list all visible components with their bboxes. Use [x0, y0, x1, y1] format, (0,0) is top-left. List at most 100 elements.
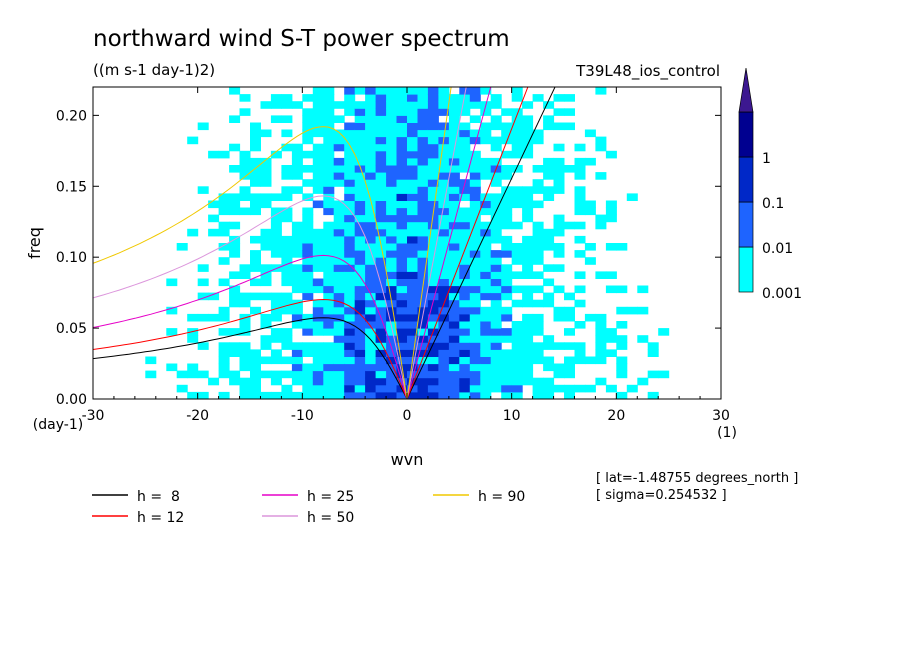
heatmap-cell	[448, 342, 460, 350]
heatmap-cell	[407, 349, 418, 357]
heatmap-cell	[323, 257, 335, 265]
heatmap-cell	[323, 243, 335, 251]
heatmap-cell	[511, 165, 523, 173]
heatmap-cell	[522, 207, 534, 216]
heatmap-cell	[511, 87, 523, 95]
heatmap-cell	[344, 143, 356, 152]
heatmap-cell	[427, 200, 439, 209]
heatmap-cell	[312, 235, 324, 244]
heatmap-cell	[386, 342, 398, 350]
heatmap-cell	[480, 172, 492, 180]
heatmap-cell	[312, 186, 324, 194]
heatmap-cell	[270, 335, 282, 343]
heatmap-cell	[522, 136, 534, 145]
heatmap-cell	[354, 207, 366, 216]
heatmap-cell	[281, 328, 293, 336]
heatmap-cell	[469, 313, 481, 322]
heatmap-cell	[312, 299, 324, 308]
colorbar-label: 0.1	[762, 196, 784, 212]
heatmap-cell	[647, 391, 659, 399]
colorbar-segment	[738, 156, 754, 203]
heatmap-cell	[396, 122, 408, 131]
heatmap-cell	[595, 221, 607, 230]
heatmap-cell	[532, 235, 544, 244]
heatmap-cell	[407, 335, 418, 343]
heatmap-cell	[333, 356, 345, 365]
heatmap-cell	[532, 94, 544, 102]
heatmap-cell	[312, 108, 324, 116]
heatmap-cell	[260, 228, 272, 237]
heatmap-cell	[218, 278, 230, 287]
heatmap-cell	[438, 250, 450, 258]
heatmap-cell	[480, 363, 492, 372]
heatmap-cell	[375, 221, 387, 230]
heatmap-cell	[229, 285, 241, 294]
heatmap-cell	[302, 321, 314, 329]
heatmap-cell	[396, 221, 408, 230]
heatmap-cell	[218, 150, 230, 159]
heatmap-cell	[490, 384, 502, 393]
heatmap-cell	[480, 278, 492, 287]
heatmap-cell	[365, 250, 377, 258]
heatmap-cell	[427, 143, 439, 152]
heatmap-cell	[354, 143, 366, 152]
heatmap-cell	[281, 186, 293, 194]
heatmap-cell	[480, 313, 492, 322]
heatmap-cell	[532, 377, 544, 386]
heatmap-cell	[532, 179, 544, 187]
heatmap-cell	[344, 101, 356, 109]
heatmap-cell	[365, 278, 377, 287]
heatmap-cell	[501, 306, 513, 315]
heatmap-cell	[448, 94, 460, 102]
heatmap-cell	[469, 186, 481, 194]
heatmap-cell	[323, 278, 335, 287]
heatmap-cell	[427, 335, 439, 343]
heatmap-cell	[438, 193, 450, 201]
heatmap-cell	[522, 115, 534, 123]
heatmap-cell	[354, 335, 366, 343]
heatmap-cell	[365, 221, 377, 230]
heatmap-cell	[229, 292, 241, 301]
heatmap-cell	[302, 391, 314, 399]
heatmap-cell	[270, 228, 282, 237]
heatmap-cell	[616, 335, 628, 343]
heatmap-cell	[333, 299, 345, 308]
heatmap-cell	[386, 377, 398, 386]
heatmap-cell	[605, 328, 617, 336]
heatmap-cell	[281, 193, 293, 201]
heatmap-cell	[438, 370, 450, 379]
heatmap-cell	[323, 250, 335, 258]
heatmap-cell	[616, 306, 628, 315]
heatmap-cell	[386, 115, 398, 123]
heatmap-cell	[281, 278, 293, 287]
heatmap-cell	[396, 186, 408, 194]
heatmap-cell	[448, 165, 460, 173]
heatmap-cell	[407, 250, 418, 258]
heatmap-cell	[239, 264, 251, 272]
heatmap-cell	[375, 391, 387, 399]
heatmap-cell	[386, 87, 398, 95]
legend-label: h = 50	[307, 510, 354, 526]
heatmap-cell	[281, 243, 293, 251]
heatmap-cell	[407, 101, 418, 109]
heatmap-cell	[543, 172, 555, 180]
heatmap-cell	[511, 349, 523, 357]
heatmap-cell	[354, 264, 366, 272]
heatmap-cell	[344, 94, 356, 102]
heatmap-cell	[543, 122, 555, 131]
heatmap-cell	[333, 391, 345, 399]
heatmap-cell	[333, 363, 345, 372]
heatmap-cell	[260, 179, 272, 187]
heatmap-cell	[490, 122, 502, 131]
heatmap-cell	[386, 292, 398, 301]
heatmap-cell	[417, 221, 429, 230]
heatmap-cell	[375, 278, 387, 287]
heatmap-cell	[386, 150, 398, 159]
heatmap-cell	[323, 384, 335, 393]
heatmap-cell	[396, 257, 408, 265]
heatmap-cell	[553, 363, 565, 372]
heatmap-cell	[553, 370, 565, 379]
heatmap-cell	[574, 200, 586, 209]
heatmap-cell	[386, 136, 398, 145]
heatmap-cell	[574, 321, 586, 329]
